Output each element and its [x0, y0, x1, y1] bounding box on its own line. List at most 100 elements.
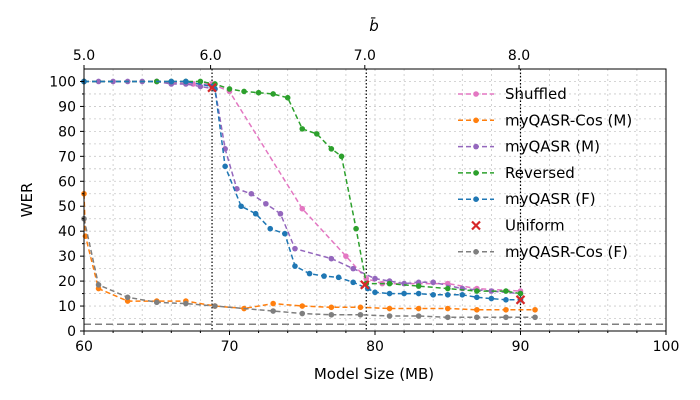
legend-item: myQASR-Cos (M) [458, 111, 632, 129]
data-point [168, 78, 175, 85]
x-tick-label: 80 [366, 339, 384, 355]
series-myqasr-f- [81, 78, 524, 303]
data-point [350, 265, 356, 272]
legend-item: Uniform [471, 217, 565, 235]
data-point [532, 314, 538, 321]
data-point [503, 288, 509, 294]
data-point [350, 279, 356, 286]
data-point [415, 290, 422, 297]
top-tick-label: 8.0 [508, 48, 530, 64]
data-point [263, 200, 269, 207]
data-point [321, 273, 327, 279]
data-point [444, 314, 451, 321]
data-point [252, 210, 259, 217]
axis-ticks: 60 70 80 90 100 0 10 20 30 40 50 60 70 80 90 100 5.0 6.0 7… [49, 48, 679, 355]
y-tick-label: 20 [58, 274, 76, 290]
top-tick-label: 5.0 [73, 48, 95, 64]
data-point [474, 288, 480, 294]
data-point [474, 306, 480, 313]
data-point [415, 313, 422, 319]
data-point [386, 305, 393, 312]
data-point [110, 78, 116, 85]
data-point [306, 270, 313, 277]
legend-marker [473, 143, 479, 150]
data-point [415, 305, 422, 312]
data-point [292, 263, 298, 269]
data-point [197, 83, 204, 90]
data-point [338, 153, 345, 160]
x-tick-label: 100 [653, 339, 680, 355]
top-axis-label: b̄ [369, 16, 379, 35]
data-point [299, 303, 306, 309]
y-tick-label: 0 [67, 324, 76, 340]
data-point [183, 300, 189, 307]
data-point [267, 225, 274, 232]
data-point [255, 89, 262, 96]
data-point [222, 163, 228, 170]
data-point [430, 292, 437, 298]
data-point [277, 210, 284, 217]
legend: Shuffled myQASR-Cos (M) myQASR (M) Reversed… [458, 85, 632, 261]
legend-label: myQASR (M) [505, 138, 600, 156]
data-point [488, 295, 495, 302]
data-point [95, 282, 102, 288]
data-point [284, 94, 291, 101]
legend-marker [473, 91, 479, 97]
legend-label: myQASR-Cos (M) [505, 111, 632, 129]
y-axis-label: WER [18, 183, 36, 218]
data-point [386, 313, 393, 319]
legend-item: Shuffled [458, 85, 567, 103]
data-point [197, 78, 204, 85]
data-point [517, 290, 524, 297]
legend-label: Reversed [505, 164, 575, 182]
series-shuffled [81, 78, 524, 294]
data-point [281, 230, 288, 237]
legend-marker [471, 220, 481, 231]
legend-marker [473, 249, 479, 255]
legend-item: myQASR (F) [458, 190, 596, 208]
data-point [328, 146, 335, 152]
legend-marker [473, 170, 479, 176]
data-point [474, 294, 480, 301]
x-tick-label: 60 [75, 339, 93, 355]
top-tick-label: 7.0 [354, 48, 376, 64]
data-point [95, 78, 102, 85]
data-point [238, 203, 244, 210]
data-point [353, 225, 359, 232]
data-point [488, 288, 495, 294]
series-line [84, 80, 521, 295]
data-point [248, 190, 255, 197]
data-point [386, 290, 393, 297]
legend-label: Uniform [505, 217, 565, 235]
legend-marker [473, 196, 479, 202]
data-point [503, 306, 509, 313]
plot-series [81, 78, 538, 321]
y-tick-label: 50 [58, 199, 76, 215]
data-point [357, 311, 364, 318]
x-tick-label: 70 [221, 339, 239, 355]
data-point [270, 91, 276, 97]
data-point [532, 306, 538, 313]
data-point [401, 290, 407, 297]
data-point [372, 289, 378, 296]
y-tick-label: 90 [58, 99, 76, 115]
legend-label: myQASR-Cos (F) [505, 243, 628, 261]
legend-label: Shuffled [505, 85, 567, 103]
legend-marker [473, 117, 479, 124]
data-point [270, 300, 276, 307]
data-point [270, 308, 276, 314]
data-point [372, 275, 378, 282]
data-point [207, 82, 217, 93]
data-point [212, 303, 218, 309]
data-point [299, 205, 306, 212]
data-point [444, 285, 451, 292]
y-tick-label: 10 [58, 299, 76, 315]
top-tick-label: 6.0 [199, 48, 221, 64]
data-point [386, 280, 393, 287]
data-point [124, 294, 131, 301]
y-tick-label: 80 [58, 124, 76, 140]
series-line [83, 218, 535, 319]
data-point [153, 299, 160, 306]
data-point [459, 292, 466, 298]
